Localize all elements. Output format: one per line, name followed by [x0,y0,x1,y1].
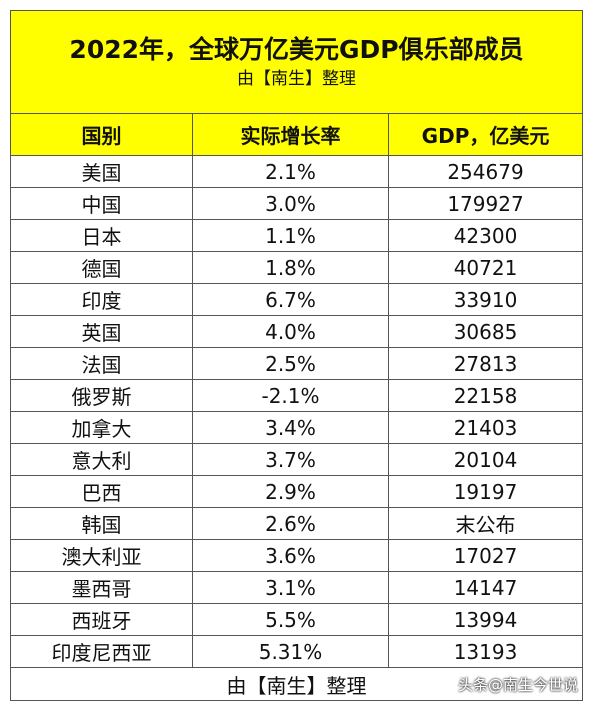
table-cell: 墨西哥 [10,571,193,604]
table-row: 德国 1.8% 40721 [10,251,584,284]
table-row: 墨西哥 3.1% 14147 [10,571,584,604]
table-cell: 20104 [387,443,584,476]
table-cell: 2.9% [192,475,389,508]
table-cell: 14147 [387,571,584,604]
table-cell: 印度尼西亚 [10,635,193,668]
table-row: 加拿大 3.4% 21403 [10,411,584,444]
table-cell: 22158 [387,379,584,412]
subtitle: 由【南生】整理 [237,69,357,89]
table-cell: 19197 [387,475,584,508]
table-cell: 日本 [10,219,193,252]
table: 2022年，全球万亿美元GDP俱乐部成员 由【南生】整理 国别 实际增长率 GDP，… [9,10,584,701]
table-cell: 3.0% [192,187,389,220]
table-cell: 巴西 [10,475,193,508]
table-cell: 澳大利亚 [10,539,193,572]
table-cell: 13994 [387,603,584,636]
table-row: 俄罗斯 -2.1% 22158 [10,379,584,412]
table-cell: 印度 [10,283,193,316]
table-cell: 179927 [387,187,584,220]
table-cell: 韩国 [10,507,193,540]
table-cell: 5.31% [192,635,389,668]
table-row: 澳大利亚 3.6% 17027 [10,539,584,572]
table-cell: 3.1% [192,571,389,604]
column-header: GDP，亿美元 [387,113,584,156]
footer-cell: 由【南生】整理 [9,667,584,701]
table-cell: 1.8% [192,251,389,284]
table-cell: 意大利 [10,443,193,476]
table-row: 美国 2.1% 254679 [10,155,584,188]
table-cell: 美国 [10,155,193,188]
table-cell: 3.4% [192,411,389,444]
table-cell: 42300 [387,219,584,252]
table-row: 法国 2.5% 27813 [10,347,584,380]
table-cell: 末公布 [387,507,584,540]
table-cell: 2.6% [192,507,389,540]
table-row: 印度尼西亚 5.31% 13193 [10,635,584,668]
table-row: 英国 4.0% 30685 [10,315,584,348]
table-row: 日本 1.1% 42300 [10,219,584,252]
table-cell: -2.1% [192,379,389,412]
table-cell: 17027 [387,539,584,572]
table-cell: 西班牙 [10,603,193,636]
footer-row: 由【南生】整理 [9,667,584,701]
table-row: 西班牙 5.5% 13994 [10,603,584,636]
table-row: 中国 3.0% 179927 [10,187,584,220]
table-row: 韩国 2.6% 末公布 [10,507,584,540]
table-row: 印度 6.7% 33910 [10,283,584,316]
table-cell: 加拿大 [10,411,193,444]
table-cell: 21403 [387,411,584,444]
table-row: 巴西 2.9% 19197 [10,475,584,508]
table-cell: 英国 [10,315,193,348]
table-cell: 6.7% [192,283,389,316]
table-cell: 13193 [387,635,584,668]
table-cell: 1.1% [192,219,389,252]
title-cell: 2022年，全球万亿美元GDP俱乐部成员 由【南生】整理 [9,10,584,114]
column-header: 国别 [10,113,193,156]
table-cell: 法国 [10,347,193,380]
watermark: 头条@南生今世说 [457,676,578,694]
table-cell: 30685 [387,315,584,348]
table-cell: 27813 [387,347,584,380]
table-cell: 33910 [387,283,584,316]
header-row: 国别 实际增长率 GDP，亿美元 [10,113,584,156]
table-cell: 中国 [10,187,193,220]
table-cell: 40721 [387,251,584,284]
table-cell: 2.5% [192,347,389,380]
table-cell: 4.0% [192,315,389,348]
table-cell: 3.6% [192,539,389,572]
table-cell: 5.5% [192,603,389,636]
table-cell: 德国 [10,251,193,284]
table-cell: 254679 [387,155,584,188]
table-cell: 3.7% [192,443,389,476]
table-cell: 俄罗斯 [10,379,193,412]
table-cell: 2.1% [192,155,389,188]
title: 2022年，全球万亿美元GDP俱乐部成员 [69,35,524,64]
table-row: 意大利 3.7% 20104 [10,443,584,476]
column-header: 实际增长率 [192,113,389,156]
